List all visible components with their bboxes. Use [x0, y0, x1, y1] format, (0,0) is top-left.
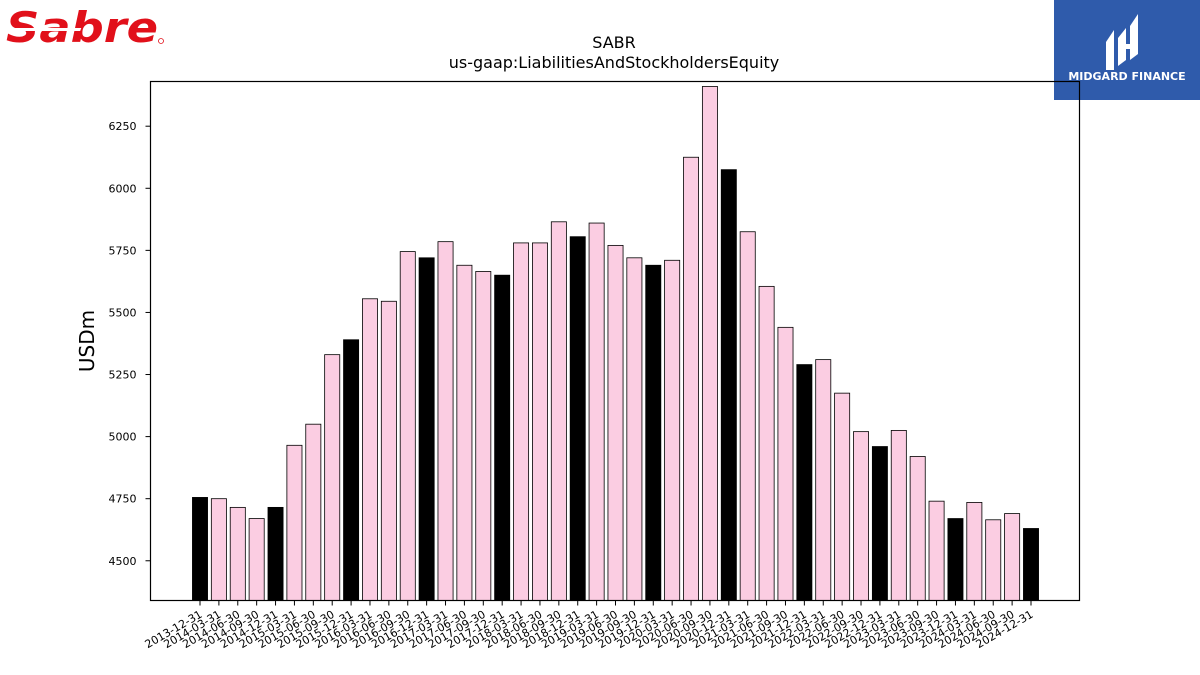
- y-axis-label: USDm: [75, 310, 99, 372]
- bar-2016-06-30: [380, 300, 397, 601]
- y-tick-label: 6250: [109, 120, 137, 133]
- bar-2022-06-30: [834, 392, 851, 601]
- bar-2020-03-31: [664, 259, 681, 601]
- y-tick-label: 5500: [109, 306, 137, 319]
- midgard-finance-logo: MIDGARD FINANCE: [1054, 0, 1200, 100]
- bar-2023-12-31: [947, 518, 964, 601]
- bar-2020-12-31: [720, 169, 737, 601]
- bar-2021-06-30: [758, 285, 775, 601]
- bar-2020-06-30: [683, 156, 699, 601]
- bar-2024-03-31: [966, 502, 983, 601]
- x-axis-ticks: 2013-12-312014-03-312014-06-302014-09-30…: [143, 600, 1036, 651]
- y-tick-label: 4500: [109, 555, 137, 568]
- midgard-finance-text: MIDGARD FINANCE: [1068, 70, 1185, 83]
- bar-2017-06-30: [456, 264, 473, 601]
- bar-2017-03-31: [437, 241, 454, 601]
- bar-2018-06-30: [532, 242, 548, 601]
- bar-2022-12-31: [871, 446, 888, 601]
- bar-2014-12-31: [267, 506, 284, 601]
- midgard-mark-icon: [1106, 14, 1138, 70]
- bar-2015-03-31: [286, 444, 303, 601]
- bar-2015-06-30: [305, 423, 322, 601]
- bar-2020-09-30: [701, 86, 718, 601]
- y-tick-label: 4750: [109, 493, 137, 506]
- bar-2022-03-31: [815, 359, 832, 601]
- bar-2024-06-30: [985, 519, 1002, 601]
- bar-2014-03-31: [210, 498, 227, 601]
- y-tick-label: 6000: [109, 182, 137, 195]
- bar-2022-09-30: [853, 431, 869, 601]
- bar-2016-09-30: [399, 251, 416, 601]
- bar-2017-09-30: [475, 271, 492, 601]
- bar-2018-09-30: [550, 221, 567, 601]
- y-tick-label: 5750: [109, 244, 137, 257]
- bar-2014-09-30: [248, 518, 265, 601]
- bar-2016-12-31: [418, 257, 435, 601]
- bars-group: [192, 86, 1039, 601]
- chart-subtitle: us-gaap:LiabilitiesAndStockholdersEquity: [449, 53, 780, 72]
- sabre-logo: Sabre: [6, 4, 164, 48]
- bar-2019-12-31: [645, 264, 662, 601]
- bar-2021-09-30: [777, 326, 794, 601]
- bar-2019-06-30: [607, 244, 624, 601]
- bar-2019-03-31: [588, 222, 605, 601]
- y-tick-label: 5000: [109, 431, 137, 444]
- bar-2019-09-30: [626, 257, 643, 601]
- bar-2018-03-31: [513, 242, 530, 601]
- chart-title: SABR: [592, 33, 636, 52]
- bar-2016-03-31: [362, 298, 378, 601]
- bar-2015-12-31: [343, 339, 360, 601]
- bar-2014-06-30: [229, 506, 246, 601]
- bar-2024-12-31: [1023, 528, 1039, 601]
- bar-2023-09-30: [928, 500, 945, 601]
- y-axis-ticks: 4500 4750 5000 5250 5500 5750 6000 6250: [109, 120, 151, 568]
- bar-2024-09-30: [1004, 513, 1021, 601]
- bar-2023-06-30: [909, 456, 926, 601]
- bar-2013-12-31: [192, 497, 208, 601]
- bar-2015-09-30: [324, 354, 341, 601]
- bar-2017-12-31: [494, 274, 511, 601]
- plot-frame: [149, 80, 1081, 602]
- bar-2023-03-31: [890, 429, 907, 601]
- y-tick-label: 5250: [109, 369, 137, 382]
- sabre-logo-text: Sabre: [6, 4, 158, 48]
- bar-2021-12-31: [796, 364, 813, 601]
- bar-2021-03-31: [739, 231, 756, 601]
- bar-2018-12-31: [569, 236, 586, 601]
